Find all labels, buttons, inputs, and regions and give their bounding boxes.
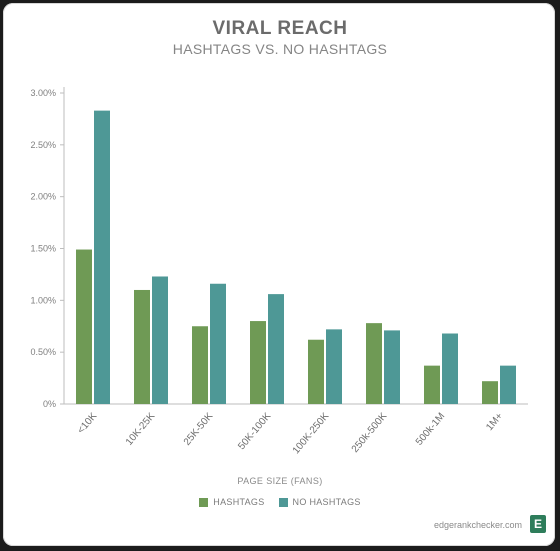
- bar-hashtags: [192, 326, 208, 404]
- y-tick-label: 2.50%: [30, 140, 56, 150]
- x-tick-labels: <10K 10K-25K 25K-50K 50K-100K 100K-250K 250k-…: [76, 411, 506, 457]
- bar-no-hashtags: [152, 276, 168, 404]
- bar-no-hashtags: [210, 283, 226, 404]
- chart-subtitle: HASHTAGS VS. NO HASHTAGS: [172, 41, 388, 57]
- legend-swatch-no-hashtags: [278, 497, 288, 507]
- y-tick-label: 1.50%: [30, 244, 56, 254]
- legend: HASHTAGS NO HASHTAGS: [0, 497, 560, 507]
- bar-hashtags: [482, 381, 498, 404]
- bar-no-hashtags: [268, 294, 284, 404]
- legend-swatch-hashtags: [199, 497, 209, 507]
- legend-label-no-hashtags: NO HASHTAGS: [292, 497, 361, 507]
- bar-hashtags: [308, 339, 324, 404]
- x-axis-label: PAGE SIZE (FANS): [237, 476, 323, 486]
- legend-item-no-hashtags: NO HASHTAGS: [278, 497, 361, 507]
- bar-hashtags: [76, 249, 92, 404]
- bar-no-hashtags: [94, 110, 110, 404]
- bar-hashtags: [424, 365, 440, 404]
- x-tick-label: <10K: [76, 411, 100, 436]
- bar-no-hashtags: [326, 329, 342, 404]
- y-tick-label: 0%: [43, 399, 56, 409]
- legend-label-hashtags: HASHTAGS: [213, 497, 265, 507]
- footer-site-link[interactable]: edgerankchecker.com: [433, 520, 522, 530]
- bar-no-hashtags: [500, 365, 516, 404]
- bar-hashtags: [250, 321, 266, 404]
- y-tick-label: 2.00%: [30, 192, 56, 202]
- x-tick-label: 500k-1M: [414, 411, 447, 448]
- bar-hashtags: [134, 289, 150, 404]
- x-tick-label: 10K-25K: [124, 411, 158, 448]
- x-tick-label: 50K-100K: [236, 411, 273, 452]
- y-tick-labels: 0% 0.50% 1.00% 1.50% 2.00% 2.50% 3.00%: [30, 88, 56, 409]
- legend-item-hashtags: HASHTAGS: [199, 497, 264, 507]
- brand-logo: E: [530, 515, 546, 533]
- x-tick-label: 1M+: [484, 411, 505, 433]
- y-tick-label: 1.00%: [30, 295, 56, 305]
- chart-title: VIRAL REACH: [212, 18, 348, 39]
- bar-hashtags: [366, 323, 382, 404]
- y-tick-label: 3.00%: [30, 88, 56, 98]
- x-tick-label: 25K-50K: [182, 411, 216, 448]
- chart-bars: [76, 110, 516, 404]
- bar-no-hashtags: [384, 330, 400, 404]
- bar-no-hashtags: [442, 333, 458, 404]
- x-tick-label: 100K-250K: [291, 411, 332, 457]
- x-tick-label: 250k-500K: [350, 411, 390, 455]
- y-tick-label: 0.50%: [30, 347, 56, 357]
